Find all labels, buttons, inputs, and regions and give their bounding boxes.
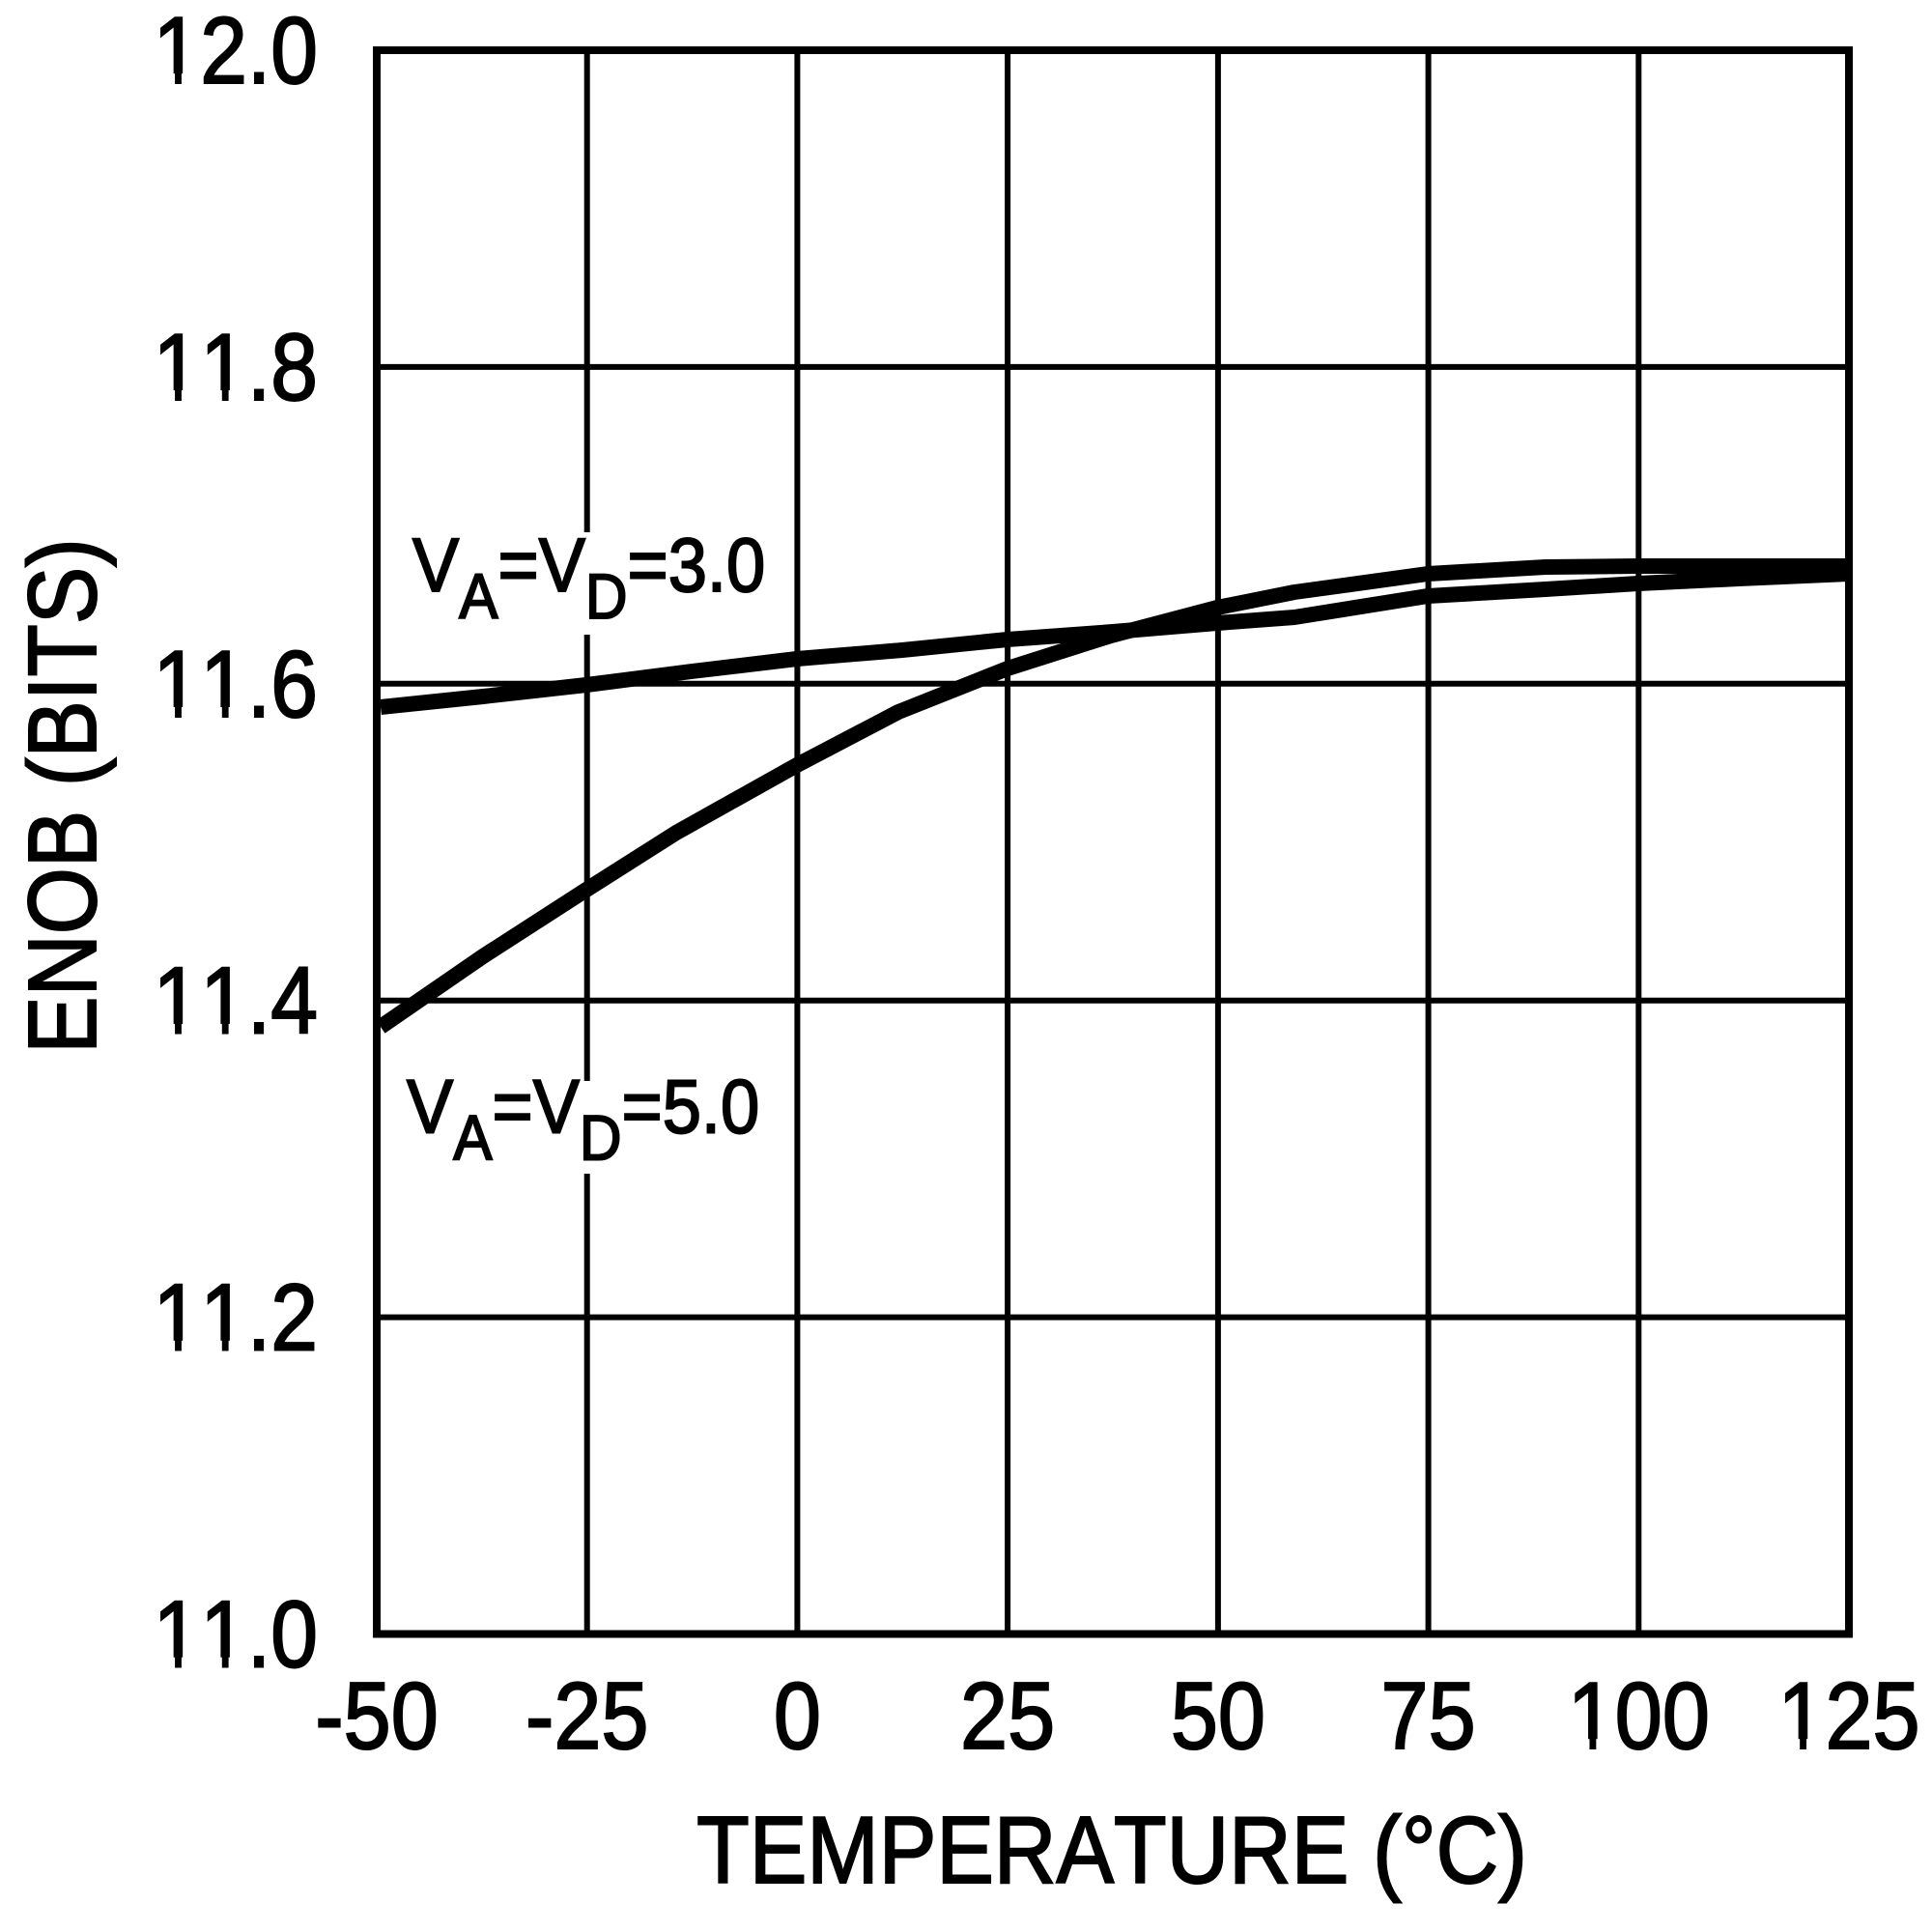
svg-text:50: 50 — [1171, 1663, 1265, 1769]
svg-text:75: 75 — [1381, 1663, 1476, 1769]
svg-text:11.2: 11.2 — [153, 1264, 318, 1371]
svg-text:25: 25 — [960, 1663, 1055, 1769]
svg-text:-50: -50 — [315, 1663, 438, 1769]
svg-text:-25: -25 — [526, 1663, 648, 1769]
svg-text:12.0: 12.0 — [153, 0, 318, 103]
svg-text:ENOB (BITS): ENOB (BITS) — [9, 538, 117, 1053]
svg-text:11.4: 11.4 — [153, 948, 318, 1054]
svg-text:125: 125 — [1777, 1663, 1919, 1769]
svg-text:0: 0 — [774, 1663, 821, 1769]
svg-text:11.8: 11.8 — [153, 314, 318, 420]
svg-text:TEMPERATURE (°C): TEMPERATURE (°C) — [696, 1797, 1527, 1903]
svg-text:11.6: 11.6 — [153, 631, 318, 737]
svg-text:100: 100 — [1568, 1663, 1710, 1769]
svg-text:11.0: 11.0 — [153, 1581, 318, 1688]
